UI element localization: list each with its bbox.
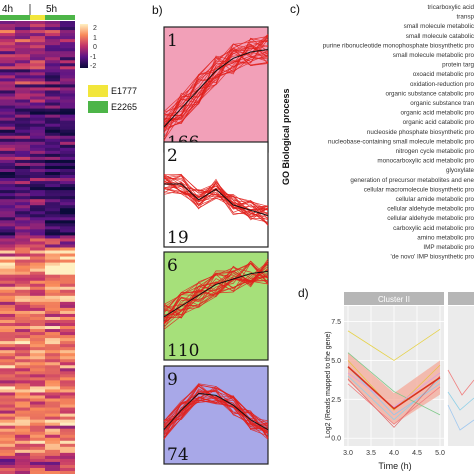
facet-strip-label: Cluster II	[378, 295, 410, 304]
go-term: oxoacid metabolic pro	[413, 71, 474, 78]
go-term: small molecule catabolic	[406, 33, 474, 40]
go-term: amino metabolic pro	[417, 234, 474, 241]
x-tick-label: 4.5	[412, 450, 422, 457]
go-term: cellular macromolecule biosynthetic pro	[364, 186, 474, 193]
go-term: cellular aldehyde metabolic pro	[387, 215, 474, 222]
go-term: carboxylic acid metabolic pro	[393, 225, 474, 232]
cluster-id: 1	[167, 31, 178, 51]
x-axis-label: Time (h)	[378, 461, 411, 471]
cluster-plot: Cluster II 7.5 5.0 2.5 0.03.0 3.5 4.0 4.5 5.0 L…	[325, 292, 474, 471]
series-line	[347, 366, 441, 416]
cluster-6: 6 110	[163, 251, 269, 361]
partial-lines-2	[447, 369, 474, 431]
plot-ticks: 7.5 5.0 2.5 0.03.0 3.5 4.0 4.5 5.0	[331, 319, 445, 457]
group-bar-2	[30, 15, 45, 20]
colorbar-tick: 1	[93, 35, 97, 42]
go-term: cellular amide metabolic pro	[396, 196, 474, 203]
cluster-id: 9	[167, 370, 178, 390]
series-line	[347, 352, 441, 416]
panel-letter-c: c)	[290, 2, 300, 16]
go-term: purine ribonucleotide monophosphate bios…	[323, 42, 474, 49]
go-term: cellular aldehyde metabolic pro	[387, 206, 474, 213]
legend-label-e2265: E2265	[111, 102, 137, 112]
go-term: tricarboxylic acid	[427, 4, 474, 11]
group-legend: E1777 E2265	[88, 85, 137, 113]
heatmap-cells	[0, 21, 75, 474]
colorbar-tick: -2	[90, 63, 96, 70]
go-term: IMP metabolic pro	[423, 244, 474, 251]
cluster-count: 19	[167, 228, 189, 248]
heatmap-panel: 4h 5h	[0, 4, 75, 474]
go-term: protein targ	[442, 62, 474, 69]
go-term: glyoxylate	[446, 167, 474, 174]
go-term: oxidation-reduction pro	[410, 81, 474, 88]
panel-letter-b: b)	[152, 3, 163, 17]
legend-swatch-e2265	[88, 101, 108, 113]
go-term: generation of precursor metabolites and …	[350, 177, 474, 184]
go-term: organic substance tran	[410, 100, 474, 107]
plot-ribbon	[348, 352, 440, 425]
go-term-list: tricarboxylic acid transp small molecule m…	[323, 4, 474, 261]
go-term: transp	[456, 14, 474, 21]
y-tick-label: 0.0	[331, 436, 341, 443]
legend-label-e1777: E1777	[111, 86, 137, 96]
go-term: organic acid catabolic pro	[403, 119, 474, 126]
legend-swatch-e1777	[88, 85, 108, 97]
series-line	[347, 383, 441, 425]
cluster-count: 110	[167, 341, 199, 361]
go-term: small molecule metabolic	[404, 23, 474, 30]
go-term: organic acid metabolic pro	[400, 110, 474, 117]
x-tick-label: 3.5	[366, 450, 376, 457]
go-term: small molecule metabolic pro	[393, 52, 474, 59]
plot-background-2	[448, 306, 474, 446]
series-line	[347, 375, 441, 428]
go-axis-label: GO Biological process	[281, 88, 291, 185]
cluster-2: 2 19	[163, 141, 269, 248]
facet-strip	[344, 292, 444, 305]
colorbar: 2 1 0 -1 -2	[80, 24, 97, 70]
col-label-5h: 5h	[46, 4, 57, 15]
go-term: nucleoside phosphate biosynthetic pro	[367, 129, 474, 136]
plot-lines	[347, 329, 441, 428]
cluster-id: 6	[167, 256, 178, 276]
cluster-1: 1166	[163, 26, 269, 153]
y-tick-label: 2.5	[331, 397, 341, 404]
colorbar-tick: -1	[90, 54, 96, 61]
y-tick-label: 7.5	[331, 319, 341, 326]
cluster-count: 74	[167, 445, 189, 465]
colorbar-tick: 0	[93, 44, 97, 51]
facet-strip-2	[448, 292, 474, 305]
go-term: nucleobase-containing small molecule met…	[328, 138, 474, 145]
cluster-9: 9 74	[163, 365, 269, 465]
go-term: organic substance catabolic pro	[385, 90, 474, 97]
go-term: nitrogen cycle metabolic pro	[396, 148, 474, 155]
col-label-4h: 4h	[2, 4, 13, 15]
go-term: 'de novo' IMP biosynthetic pro	[391, 254, 474, 261]
mean-line	[347, 366, 441, 410]
go-term: monocarboxylic acid metabolic pro	[377, 158, 474, 165]
y-axis-label: Log2 (Reads mapped to the gene)	[325, 331, 332, 438]
x-tick-label: 3.0	[343, 450, 353, 457]
colorbar-tick: 2	[93, 25, 97, 32]
x-tick-label: 4.0	[389, 450, 399, 457]
cluster-panels: 11662 19 6 110 9 74	[163, 26, 269, 465]
ci-ribbon	[348, 352, 440, 425]
group-bar-1	[0, 15, 30, 20]
y-tick-label: 5.0	[331, 358, 341, 365]
cluster-id: 2	[167, 146, 178, 166]
colorbar-gradient	[80, 24, 88, 68]
series-line	[347, 360, 441, 411]
series-line	[347, 372, 441, 408]
group-bar-3	[45, 15, 75, 20]
panel-letter-d: d)	[298, 286, 309, 300]
series-line	[347, 329, 441, 361]
x-tick-label: 5.0	[435, 450, 445, 457]
